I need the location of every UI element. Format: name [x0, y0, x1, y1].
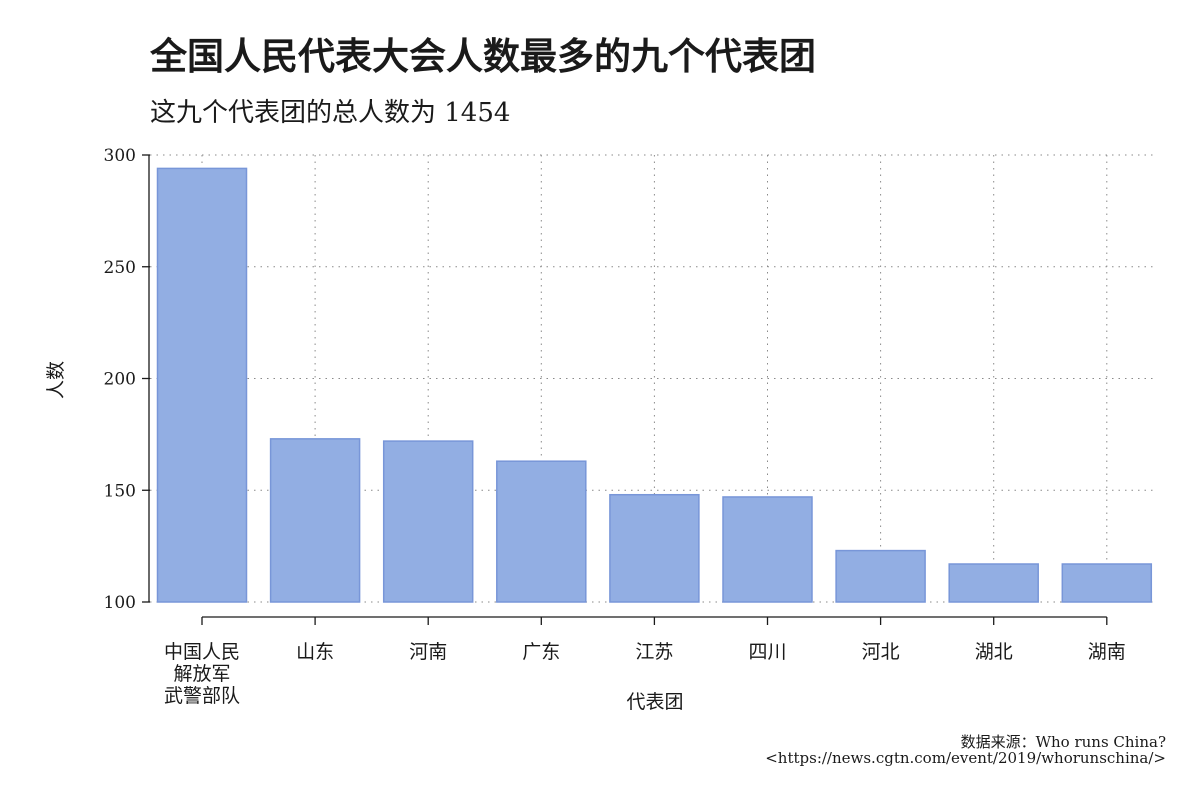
x-tick-label: 山东: [296, 641, 334, 663]
x-tick-label: 湖南: [1088, 641, 1126, 663]
chart-subtitle: 这九个代表团的总人数为 1454: [150, 98, 511, 128]
bar: [156, 167, 248, 603]
bar: [835, 549, 926, 603]
x-tick-label: 四川: [748, 641, 786, 663]
bar: [269, 438, 361, 603]
y-tick-label: 250: [104, 258, 136, 278]
x-axis-label: 代表团: [626, 691, 683, 713]
bar: [948, 563, 1039, 603]
x-tick-label: 江苏: [635, 641, 673, 663]
y-axis-label: 人数: [45, 361, 67, 399]
bar: [609, 493, 700, 603]
source-note: 数据来源：Who runs China?: [960, 733, 1166, 751]
y-tick-label: 100: [104, 593, 136, 613]
chart-title: 全国人民代表大会人数最多的九个代表团: [150, 34, 816, 78]
source-url: <https://news.cgtn.com/event/2019/whorun…: [765, 749, 1166, 767]
x-tick-label: 河南: [409, 641, 447, 663]
x-tick-label: 河北: [862, 641, 900, 663]
x-tick-label: 湖北: [975, 641, 1013, 663]
y-tick-label: 300: [104, 146, 136, 166]
bars: [156, 167, 1153, 603]
x-tick-label: 中国人民解放军武警部队: [164, 641, 240, 707]
bar: [722, 496, 813, 603]
bar: [496, 460, 587, 603]
y-tick-label: 200: [104, 370, 136, 390]
y-tick-label: 150: [104, 481, 136, 501]
x-tick-label: 广东: [522, 641, 560, 663]
bar: [382, 440, 474, 603]
bar: [1061, 563, 1153, 603]
axes: 100 150 200 250 300 中国人民解放军武警部队 山东 河南 广东 江苏 四川 河北 湖北…: [104, 146, 1126, 707]
